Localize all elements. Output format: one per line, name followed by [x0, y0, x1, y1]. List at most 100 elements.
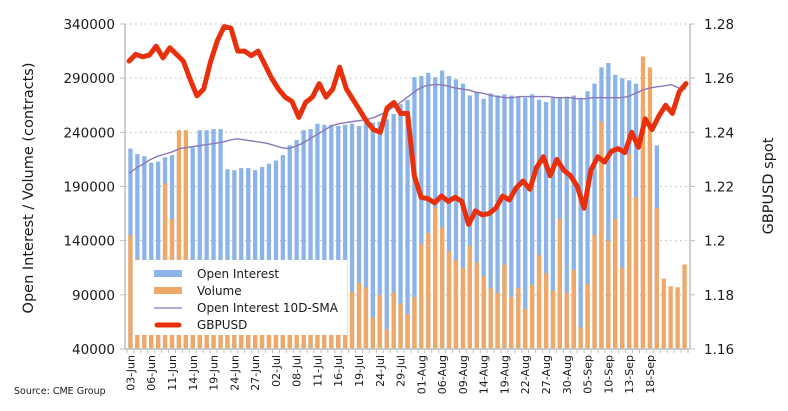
volume-bar	[627, 154, 632, 349]
open-interest-bar	[356, 125, 362, 349]
y2-tick-label: 1.24	[704, 125, 734, 141]
open-interest-bar	[523, 97, 528, 349]
volume-bar	[370, 317, 375, 349]
open-interest-bar	[349, 123, 355, 349]
open-interest-bar	[488, 93, 493, 349]
open-interest-bar	[613, 74, 618, 350]
volume-bar	[640, 56, 646, 349]
x-tick-label: 30-Aug	[561, 355, 574, 394]
open-interest-bar	[135, 154, 140, 349]
open-interest-bar	[620, 78, 625, 349]
open-interest-bar	[412, 77, 417, 349]
volume-bar	[516, 288, 521, 349]
y-tick-label: 190000	[63, 180, 115, 196]
open-interest-bar	[446, 76, 452, 349]
x-tick-label: 11-Jul	[312, 355, 325, 387]
volume-bar	[550, 290, 556, 349]
volume-bar	[557, 219, 562, 349]
open-interest-bar	[405, 99, 410, 349]
open-interest-bar	[197, 130, 202, 349]
volume-bar	[405, 314, 410, 349]
volume-bar	[523, 308, 528, 349]
sma-line-group	[128, 83, 687, 175]
open-interest-bar	[481, 98, 486, 350]
x-tick-label: 27-Aug	[540, 355, 553, 394]
y-tick-label: 40000	[72, 342, 115, 358]
y-tick-label: 90000	[72, 288, 115, 304]
open-interest-bar	[509, 95, 514, 349]
legend-swatch-open-interest	[154, 270, 182, 277]
volume-bar	[564, 292, 569, 349]
open-interest-bar	[239, 168, 244, 349]
y-axis-ticks: 40000 90000 140000 190000 240000 290000 340000	[63, 17, 125, 358]
legend-label-open-interest: Open Interest	[197, 267, 279, 281]
volume-bar	[633, 197, 639, 349]
volume-bar	[571, 269, 576, 349]
y2-tick-label: 1.26	[704, 71, 734, 87]
open-interest-bar	[259, 167, 265, 349]
source-note: Source: CME Group	[14, 386, 106, 397]
legend-label-volume: Volume	[197, 284, 242, 298]
volume-bar	[446, 251, 452, 349]
open-interest-bar	[440, 70, 445, 349]
x-tick-label: 05-Sep	[582, 355, 595, 394]
x-tick-label: 19-Jun	[208, 355, 221, 391]
legend-label-gbpusd: GBPUSD	[197, 318, 247, 332]
x-tick-label: 10-Sep	[602, 355, 615, 394]
open-interest-bar	[218, 129, 223, 349]
x-tick-label: 24-Jun	[228, 355, 241, 391]
open-interest-bar	[336, 125, 341, 349]
open-interest-bar	[343, 124, 348, 349]
volume-bar	[661, 278, 666, 349]
open-interest-bar	[585, 91, 590, 349]
volume-bar	[578, 327, 583, 349]
open-interest-bar	[370, 122, 375, 349]
gbpusd-line	[126, 24, 689, 227]
x-axis-ticks: 03-Jun 06-Jun 11-Jun 14-Jun 19-Jun 24-Jun 27-J…	[125, 349, 689, 394]
volume-bar	[613, 219, 618, 349]
volume-bar	[495, 292, 500, 349]
y-axis-title: Open Interest / Volume (contracts)	[21, 63, 37, 314]
y2-tick-label: 1.2	[704, 234, 725, 250]
volume-bar	[481, 276, 486, 349]
volume-bar	[419, 243, 424, 349]
open-interest-bar	[322, 124, 327, 349]
open-interest-bar	[426, 72, 431, 350]
open-interest-bar	[315, 123, 320, 349]
x-tick-label: 01-Aug	[415, 355, 428, 394]
open-interest-bar	[363, 123, 369, 349]
volume-bar	[606, 240, 611, 349]
volume-bar	[654, 208, 659, 349]
volume-bar	[536, 254, 542, 350]
open-interest-bar	[190, 147, 195, 349]
open-interest-bar	[156, 161, 161, 349]
volume-bar	[620, 267, 625, 350]
x-tick-label: 03-Jun	[125, 355, 138, 391]
x-tick-label: 14-Jun	[187, 355, 200, 391]
open-interest-bar	[142, 156, 147, 349]
open-interest-bar	[398, 104, 403, 349]
x-tick-label: 02-Jul	[270, 355, 283, 387]
open-interest-bar	[543, 102, 549, 349]
y2-axis-ticks: 1.16 1.18 1.2 1.22 1.24 1.26 1.28	[690, 17, 734, 358]
volume-bar	[349, 291, 355, 349]
x-tick-label: 11-Jun	[166, 355, 179, 391]
open-interest-bar	[564, 96, 569, 349]
volume-bar	[592, 235, 597, 350]
volume-bar	[585, 284, 590, 349]
volume-bar	[412, 297, 417, 349]
open-interest-bar	[530, 94, 535, 350]
open-interest-bar	[571, 95, 576, 349]
open-interest-bar	[280, 155, 285, 349]
volume-bar	[453, 260, 459, 349]
volume-bar	[467, 246, 472, 349]
open-interest-bar	[592, 83, 597, 349]
open-interest-bar	[550, 97, 556, 349]
open-interest-bar	[377, 121, 382, 349]
open-interest-bar	[253, 170, 258, 349]
x-tick-label: 22-Aug	[519, 355, 532, 394]
open-interest-bar	[495, 95, 500, 349]
open-interest-bar	[578, 97, 583, 349]
open-interest-bar	[149, 162, 154, 349]
volume-bar	[488, 288, 493, 349]
